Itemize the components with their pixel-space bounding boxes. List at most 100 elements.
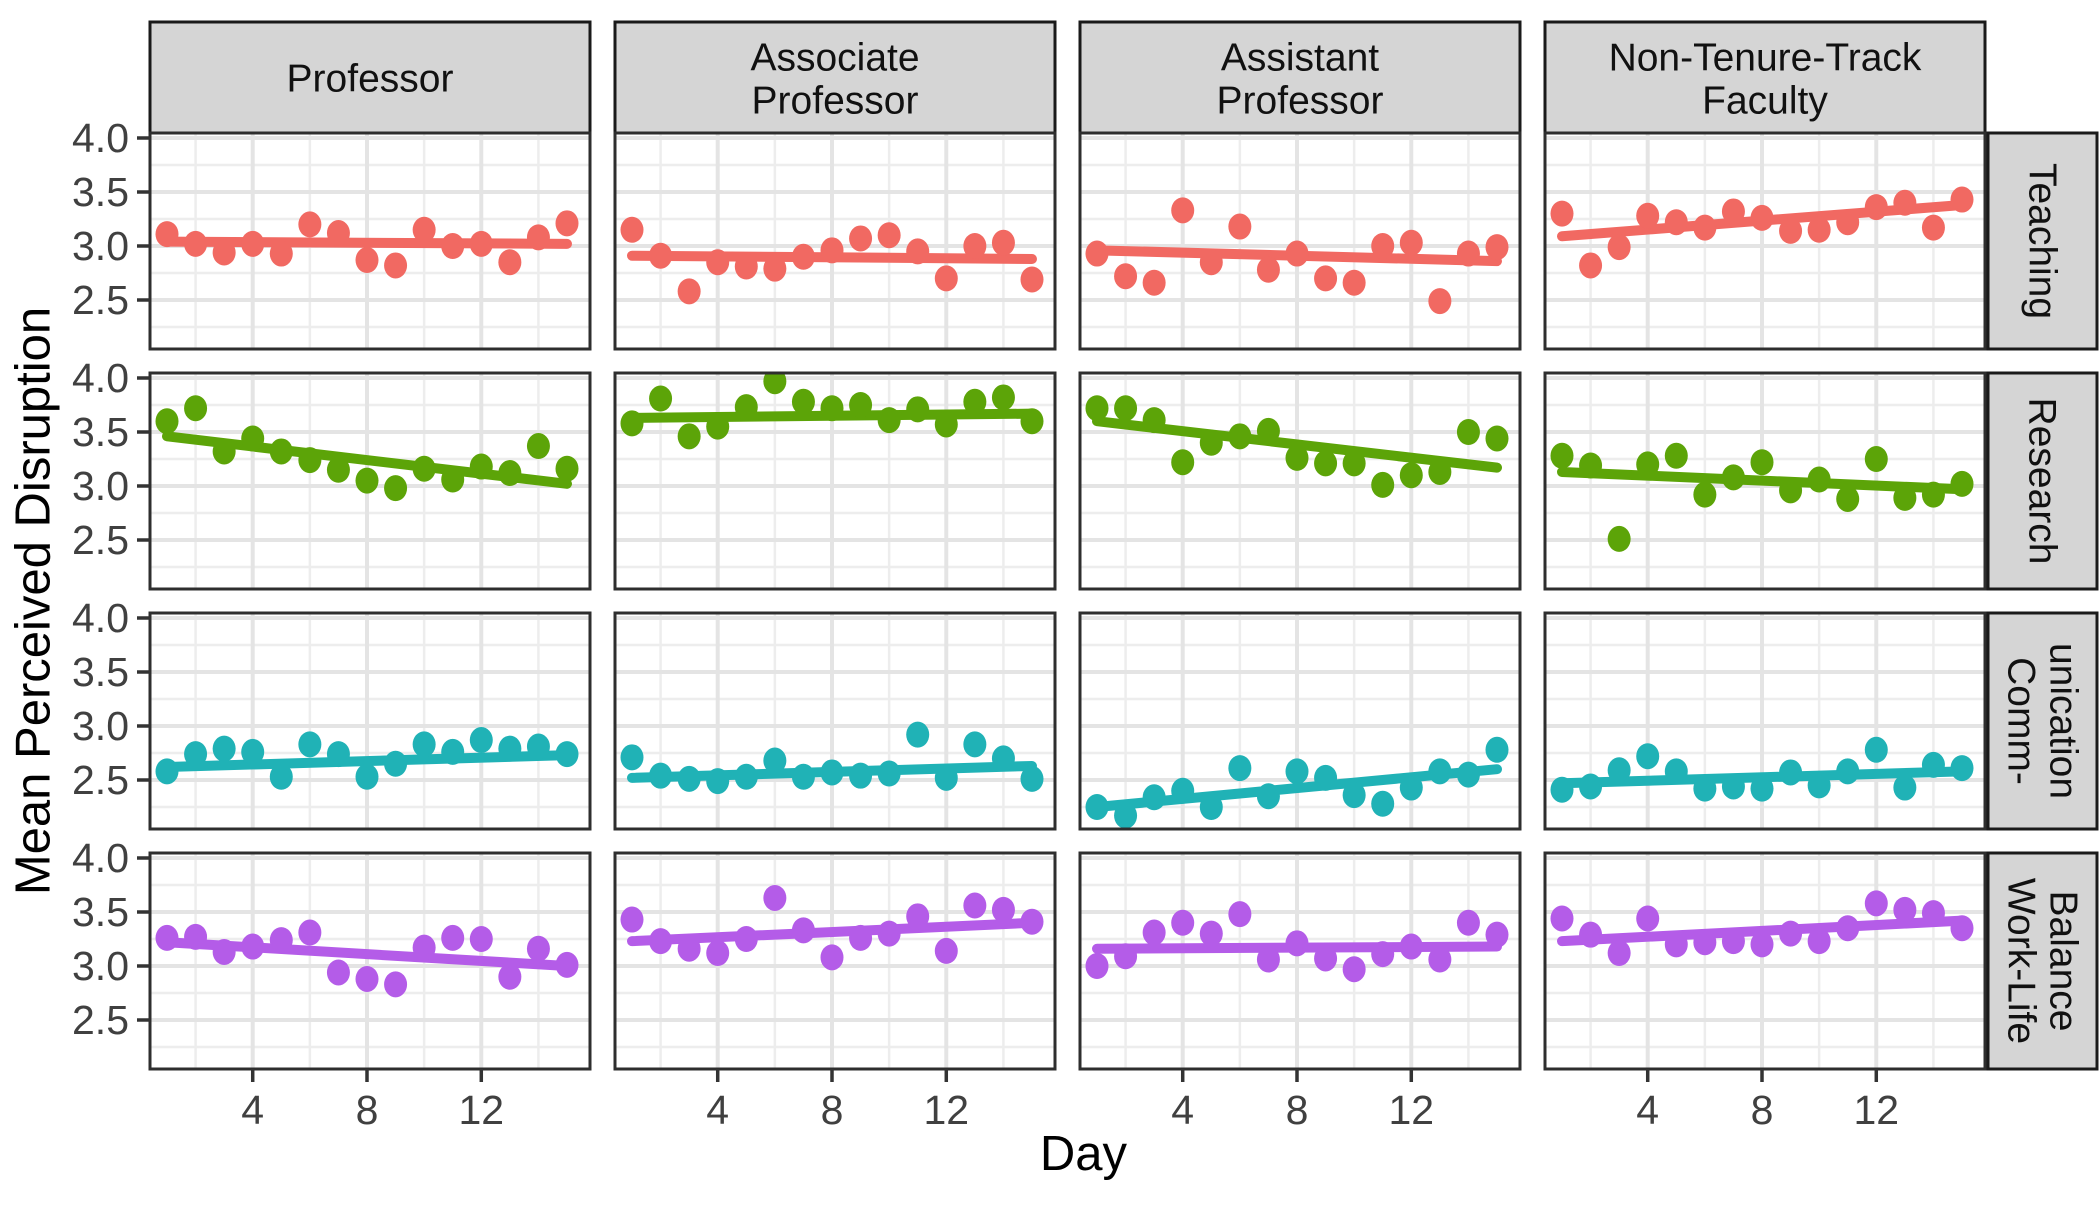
data-point <box>298 731 322 758</box>
y-tick-label: 2.5 <box>72 277 129 323</box>
data-point <box>1228 423 1252 450</box>
data-point <box>1485 736 1509 763</box>
panel-border <box>1078 131 1522 351</box>
data-point <box>1579 252 1603 279</box>
data-point <box>934 265 958 292</box>
x-axis-non-tenure-track-faculty: 4 8 12 <box>1636 1069 1899 1133</box>
panel-communication-professor <box>148 611 592 831</box>
panel-border <box>613 371 1057 591</box>
panel-border <box>613 611 1057 831</box>
y-tick-label: 2.5 <box>72 757 129 803</box>
data-point <box>1342 269 1366 296</box>
data-point <box>1579 921 1603 948</box>
data-point <box>469 926 493 952</box>
x-tick-label: 12 <box>458 1087 504 1133</box>
data-point <box>791 243 815 270</box>
x-tick-label: 8 <box>356 1087 379 1133</box>
data-point <box>155 924 179 951</box>
trend-line <box>1557 466 1967 495</box>
data-point <box>763 747 787 774</box>
panel-border <box>1543 611 1987 831</box>
data-point <box>1171 909 1195 936</box>
data-point <box>1636 905 1660 932</box>
data-point <box>384 750 408 777</box>
panel-border <box>148 371 592 591</box>
data-point <box>212 735 236 762</box>
data-point <box>1342 782 1366 809</box>
data-point <box>1893 774 1917 801</box>
data-point <box>1750 931 1774 958</box>
data-point <box>1893 896 1917 923</box>
data-point <box>1607 940 1631 967</box>
panel-teaching-non-tenure-track-faculty <box>1543 131 1987 351</box>
row-strip-work-life-balance: Work-Life Balance <box>1986 851 2099 1071</box>
data-point <box>1020 266 1044 293</box>
data-point <box>1636 451 1660 478</box>
data-point <box>498 963 522 990</box>
data-point <box>184 741 208 768</box>
data-point <box>1836 485 1860 512</box>
data-point <box>1664 209 1688 236</box>
data-point <box>1921 751 1945 778</box>
data-point <box>963 731 987 758</box>
y-tick-label: 3.0 <box>72 223 129 269</box>
trend-line <box>162 750 572 773</box>
data-point <box>298 211 322 238</box>
data-point <box>1579 452 1603 479</box>
data-point <box>1314 945 1338 972</box>
data-point <box>1607 757 1631 784</box>
row-strip-teaching: Teaching <box>1986 131 2099 351</box>
data-point <box>1864 446 1888 472</box>
data-point <box>791 388 815 415</box>
data-point <box>791 917 815 944</box>
data-point <box>706 249 730 276</box>
panel-work-life-balance-associate-professor <box>613 851 1057 1071</box>
row-strip-research: Research <box>1986 371 2099 591</box>
data-point <box>649 928 673 955</box>
data-point <box>269 240 293 267</box>
data-point <box>1171 197 1195 224</box>
data-point <box>355 467 379 494</box>
data-point <box>763 884 787 911</box>
data-point <box>241 933 265 960</box>
data-point <box>384 971 408 998</box>
data-point <box>384 252 408 279</box>
data-point <box>1256 256 1280 283</box>
data-point <box>934 937 958 964</box>
data-point <box>1607 525 1631 552</box>
data-point <box>849 762 873 789</box>
data-point <box>1921 900 1945 927</box>
data-point <box>526 733 550 760</box>
panel-border <box>148 131 592 351</box>
data-point <box>1314 764 1338 791</box>
data-point <box>1807 928 1831 955</box>
data-point <box>1342 450 1366 477</box>
data-point <box>1399 774 1423 801</box>
data-point <box>355 763 379 790</box>
data-point <box>963 233 987 259</box>
data-point <box>649 385 673 412</box>
y-tick-label: 2.5 <box>72 997 129 1043</box>
data-point <box>1807 466 1831 493</box>
col-strip-label: Assistant <box>1221 37 1379 80</box>
data-point <box>298 447 322 474</box>
data-point <box>1636 202 1660 229</box>
data-point <box>184 923 208 950</box>
panel-border <box>1543 131 1987 351</box>
data-point <box>1171 449 1195 476</box>
data-point <box>1142 919 1166 946</box>
data-point <box>734 394 758 421</box>
data-point <box>526 224 550 251</box>
data-point <box>298 919 322 946</box>
data-point <box>1020 408 1044 435</box>
y-tick-label: 3.5 <box>72 649 129 695</box>
data-point <box>1779 920 1803 947</box>
data-point <box>991 745 1015 772</box>
data-point <box>677 935 701 962</box>
trend-line <box>627 917 1037 947</box>
col-strip-label: Professor <box>752 80 919 123</box>
x-axis-professor: 4 8 12 <box>241 1069 504 1133</box>
data-point <box>1636 743 1660 770</box>
col-strip-label: Professor <box>287 58 454 101</box>
data-point <box>412 216 436 243</box>
